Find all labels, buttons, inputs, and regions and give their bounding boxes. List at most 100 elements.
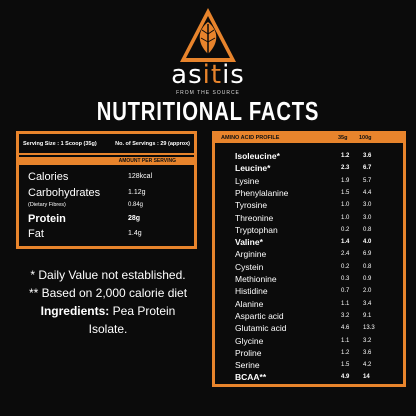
amino-value-100g: 2.0 bbox=[363, 288, 372, 295]
amino-name: Lysine bbox=[235, 175, 260, 186]
amino-value-100g: 9.1 bbox=[363, 312, 372, 319]
amino-row: Glutamic acid 4.6 13.3 bbox=[215, 323, 403, 335]
amino-value-100g: 6.7 bbox=[363, 165, 372, 172]
amino-name: Aspartic acid bbox=[235, 310, 284, 321]
ingredients-value-cont: Isolate. bbox=[88, 322, 128, 336]
amino-name: Histidine bbox=[235, 286, 268, 297]
amino-value-100g: 3.4 bbox=[363, 300, 372, 307]
nutrient-label: Carbohydrates bbox=[28, 187, 101, 199]
leaf-triangle-icon bbox=[180, 8, 236, 62]
amino-name: BCAA** bbox=[235, 372, 267, 383]
amino-value-35g: 2.3 bbox=[341, 165, 350, 172]
amino-row: Aspartic acid 3.2 9.1 bbox=[215, 311, 403, 323]
amino-value-35g: 1.0 bbox=[341, 214, 350, 221]
amino-row: Cystein 0.2 0.8 bbox=[215, 262, 403, 274]
amino-name: Tyrosine bbox=[235, 200, 268, 211]
nutrient-value: 28g bbox=[128, 215, 141, 222]
amino-name: Threonine bbox=[235, 212, 274, 223]
amino-row: Tyrosine 1.0 3.0 bbox=[215, 200, 403, 212]
brand-name-start: as bbox=[171, 60, 203, 90]
amino-name: Proline bbox=[235, 347, 262, 358]
nutrient-value: 1.4g bbox=[128, 230, 142, 237]
ingredients-line: Ingredients: Pea Protein bbox=[10, 302, 206, 320]
amino-value-35g: 1.0 bbox=[341, 202, 350, 209]
amino-header-title: AMINO ACID PROFILE bbox=[221, 135, 280, 141]
amino-row: Tryptophan 0.2 0.8 bbox=[215, 225, 403, 237]
footnote-daily-value: * Daily Value not established. bbox=[30, 268, 186, 282]
amount-per-serving-header: AMOUNT PER SERVING bbox=[19, 157, 194, 165]
amino-value-100g: 14 bbox=[363, 374, 370, 381]
nutrient-label: Calories bbox=[28, 171, 69, 183]
amino-value-100g: 0.9 bbox=[363, 276, 372, 282]
amino-value-100g: 3.6 bbox=[363, 153, 372, 159]
amino-row: Arginine 2.4 6.9 bbox=[215, 249, 403, 261]
amino-value-35g: 4.6 bbox=[341, 325, 350, 332]
ingredients-value: Pea Protein bbox=[112, 304, 176, 318]
ingredients-label: Ingredients: bbox=[40, 304, 110, 318]
amino-name: Cystein bbox=[235, 261, 264, 272]
amino-value-35g: 1.2 bbox=[341, 153, 350, 159]
amino-value-35g: 4.9 bbox=[341, 374, 350, 381]
amino-value-35g: 2.4 bbox=[341, 251, 350, 258]
amino-value-35g: 0.2 bbox=[341, 226, 350, 233]
amino-row: Alanine 1.1 3.4 bbox=[215, 299, 403, 311]
amino-name: Isoleucine* bbox=[235, 151, 280, 161]
amino-acid-panel: AMINO ACID PROFILE 35g 100g Isoleucine* 1… bbox=[212, 131, 406, 387]
nutrient-subvalue: 0.84g bbox=[128, 202, 144, 208]
amino-row: Valine* 1.4 4.0 bbox=[215, 237, 403, 249]
amino-value-35g: 0.2 bbox=[341, 263, 350, 270]
amino-value-100g: 4.2 bbox=[363, 362, 372, 369]
amino-value-100g: 0.8 bbox=[363, 226, 372, 233]
amino-row: Threonine 1.0 3.0 bbox=[215, 213, 403, 225]
nutrient-sublabel: (Dietary Fibres) bbox=[28, 202, 66, 208]
footnotes: * Daily Value not established. ** Based … bbox=[10, 266, 206, 338]
amino-value-100g: 4.0 bbox=[363, 239, 372, 246]
amino-row: Histidine 0.7 2.0 bbox=[215, 286, 403, 298]
nutrient-value: 1.12g bbox=[128, 189, 146, 196]
amino-value-100g: 6.9 bbox=[363, 251, 372, 258]
amino-value-100g: 13.3 bbox=[363, 325, 375, 332]
amino-row: Proline 1.2 3.6 bbox=[215, 348, 403, 360]
amino-name: Alanine bbox=[235, 298, 264, 309]
nutrient-label: Protein bbox=[28, 213, 66, 225]
amino-value-35g: 1.5 bbox=[341, 189, 350, 196]
amino-name: Tryptophan bbox=[235, 224, 278, 235]
amino-name: Leucine* bbox=[235, 163, 271, 174]
amino-row: BCAA** 4.9 14 bbox=[215, 372, 403, 384]
amino-name: Glutamic acid bbox=[235, 323, 287, 334]
amino-value-100g: 3.0 bbox=[363, 202, 372, 209]
amino-row: Glycine 1.1 3.2 bbox=[215, 336, 403, 348]
brand-name-end: is bbox=[222, 60, 245, 90]
amino-value-100g: 3.0 bbox=[363, 214, 372, 221]
brand-name-mid: it bbox=[202, 60, 223, 90]
amino-value-35g: 1.1 bbox=[341, 300, 350, 307]
amino-name: Valine* bbox=[235, 237, 263, 248]
amino-header-col2: 100g bbox=[359, 135, 372, 141]
amino-value-100g: 0.8 bbox=[363, 263, 372, 270]
amino-value-100g: 5.7 bbox=[363, 177, 372, 184]
amino-value-35g: 1.2 bbox=[341, 349, 350, 356]
amino-value-35g: 1.4 bbox=[341, 239, 350, 246]
amino-value-35g: 1.5 bbox=[341, 362, 350, 369]
nutrient-label: Fat bbox=[28, 228, 44, 240]
amino-value-100g: 4.4 bbox=[363, 189, 372, 196]
amino-value-35g: 0.3 bbox=[341, 276, 350, 282]
amino-name: Serine bbox=[235, 360, 260, 371]
brand-name: asitis bbox=[0, 60, 416, 90]
nutrition-panel: Serving Size : 1 Scoop (35g) No. of Serv… bbox=[16, 131, 197, 249]
amino-row: Serine 1.5 4.2 bbox=[215, 360, 403, 372]
serving-info-header: Serving Size : 1 Scoop (35g) No. of Serv… bbox=[19, 134, 194, 155]
amino-name: Arginine bbox=[235, 249, 267, 260]
amino-value-35g: 3.2 bbox=[341, 312, 350, 319]
amino-row: Isoleucine* 1.2 3.6 bbox=[215, 151, 403, 163]
serving-size: Serving Size : 1 Scoop (35g) bbox=[23, 140, 97, 147]
amino-header: AMINO ACID PROFILE 35g 100g bbox=[215, 134, 403, 143]
amino-name: Methionine bbox=[235, 274, 277, 284]
amino-value-35g: 1.1 bbox=[341, 337, 350, 344]
amino-row: Methionine 0.3 0.9 bbox=[215, 274, 403, 286]
amino-header-col1: 35g bbox=[338, 135, 348, 141]
brand-tagline: FROM THE SOURCE bbox=[176, 90, 240, 96]
nutrient-value: 128kcal bbox=[128, 173, 153, 180]
amino-value-35g: 0.7 bbox=[341, 288, 350, 295]
amino-name: Phenylalanine bbox=[235, 187, 289, 198]
